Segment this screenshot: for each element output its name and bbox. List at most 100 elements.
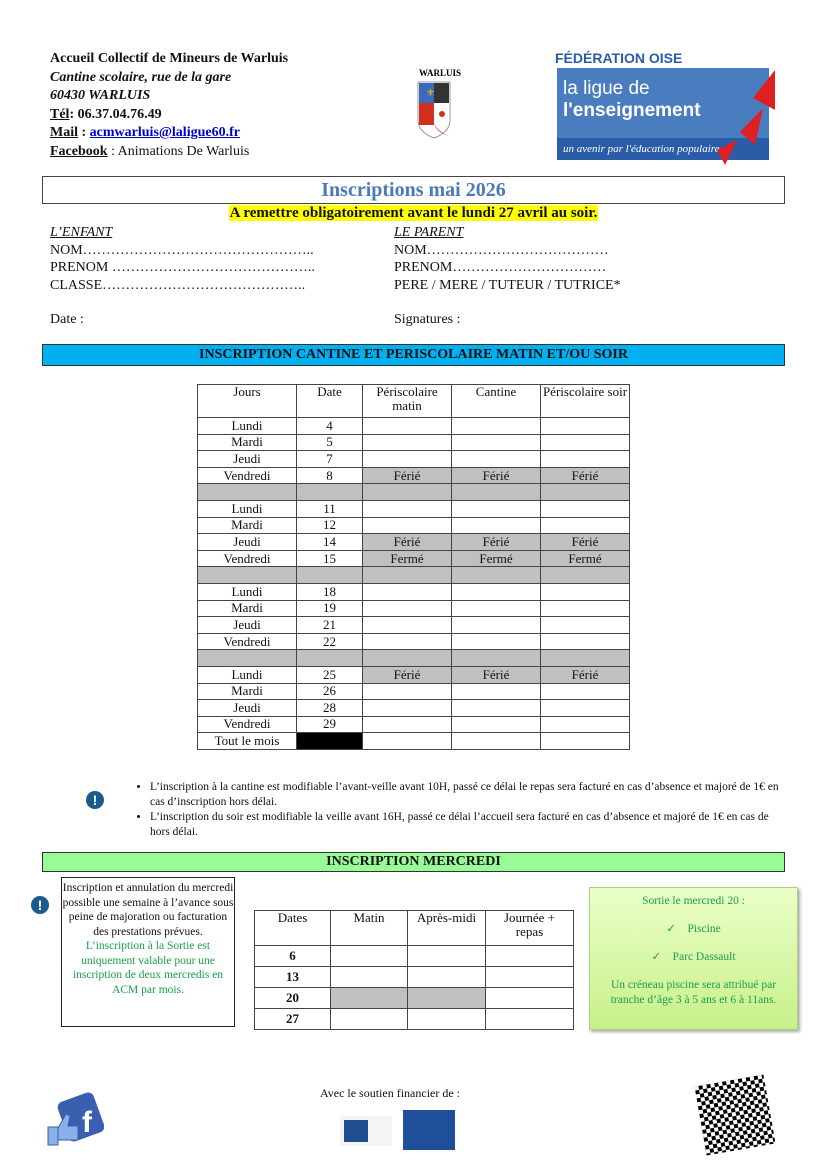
table-row: Lundi 4 (197, 417, 630, 435)
child-heading: L’ENFANT (50, 225, 113, 240)
slot-cell: Férié (540, 665, 630, 684)
header-cell: Cantine (451, 384, 541, 418)
slot-cell[interactable] (451, 699, 541, 717)
slot-cell (330, 987, 408, 1009)
slot-cell[interactable] (330, 966, 408, 988)
slot-cell: Férié (362, 665, 452, 684)
slot-cell[interactable] (362, 732, 452, 750)
date-cell: 6 (254, 945, 331, 967)
table-row: 20 (254, 987, 574, 1009)
table-row: 27 (254, 1008, 574, 1030)
slot-cell[interactable] (362, 616, 452, 634)
notes: L’inscription à la cantine est modifiabl… (128, 780, 788, 840)
deadline-notice: A remettre obligatoirement avant le lund… (228, 205, 599, 221)
slot-cell[interactable] (362, 433, 452, 452)
day-cell: 29 (296, 715, 363, 734)
facebook-value: : Animations De Warluis (107, 143, 250, 159)
signature-field[interactable]: Signatures : (394, 312, 461, 327)
date-cell: 27 (254, 1008, 331, 1030)
slot-cell (407, 987, 486, 1009)
header-cell: Périscolaire soir (540, 384, 630, 418)
slot-cell[interactable] (362, 499, 452, 518)
slot-cell[interactable] (540, 599, 630, 618)
slot-cell[interactable] (540, 632, 630, 651)
day-cell: Vendredi (197, 632, 297, 651)
child-prenom-field[interactable]: PRENOM …………………………………….. (50, 260, 315, 275)
parent-nom-field[interactable]: NOM………………………………… (394, 242, 609, 258)
parent-role-field[interactable]: PERE / MERE / TUTEUR / TUTRICE* (394, 277, 621, 293)
parent-prenom-field[interactable]: PRENOM…………………………… (394, 260, 607, 275)
header-cell: Matin (330, 910, 408, 946)
child-nom-field[interactable]: NOM………………………………………….. (50, 242, 314, 258)
table-row: Mardi 19 (197, 599, 630, 618)
day-cell: 5 (296, 433, 363, 452)
slot-cell[interactable] (451, 417, 541, 435)
slot-cell[interactable] (485, 1008, 574, 1030)
table-row: Lundi 11 (197, 499, 630, 518)
mail-link[interactable]: acmwarluis@laligue60.fr (89, 125, 240, 140)
slot-cell[interactable] (540, 417, 630, 435)
slot-cell[interactable] (451, 682, 541, 701)
slot-cell[interactable] (451, 616, 541, 634)
slot-cell[interactable] (540, 616, 630, 634)
slot-cell[interactable] (407, 1008, 486, 1030)
warluis-crest-logo: WARLUIS ⚜ (405, 62, 475, 142)
sortie-box: Sortie le mercredi 20 : ✓ Piscine ✓ Parc… (589, 887, 798, 1030)
slot-cell[interactable] (362, 599, 452, 618)
slot-cell[interactable] (451, 732, 541, 750)
note-item: L’inscription du soir est modifiable la … (150, 810, 788, 840)
slot-cell[interactable] (407, 945, 486, 967)
slot-cell[interactable] (540, 715, 630, 734)
slot-cell[interactable] (362, 682, 452, 701)
slot-cell[interactable] (485, 945, 574, 967)
slot-cell[interactable] (362, 699, 452, 717)
slot-cell[interactable] (451, 433, 541, 452)
svg-text:WARLUIS: WARLUIS (419, 68, 461, 78)
slot-cell[interactable] (451, 599, 541, 618)
slot-cell[interactable] (451, 632, 541, 651)
parent-heading: LE PARENT (394, 225, 464, 240)
slot-cell[interactable] (330, 945, 408, 967)
slot-cell[interactable] (485, 987, 574, 1009)
slot-cell[interactable] (451, 715, 541, 734)
week-separator-row (197, 649, 630, 667)
address-line: Cantine scolaire, rue de la gare (50, 69, 232, 85)
slot-cell[interactable] (540, 699, 630, 717)
day-cell: Tout le mois (197, 732, 297, 750)
slot-cell[interactable] (362, 582, 452, 601)
day-cell: 15 (296, 549, 363, 568)
table-row: Jeudi 14 Férié Férié Férié (197, 533, 630, 551)
slot-cell[interactable] (540, 582, 630, 601)
slot-cell[interactable] (540, 499, 630, 518)
day-cell: Jeudi (197, 450, 297, 468)
slot-cell[interactable] (362, 417, 452, 435)
slot-cell[interactable] (540, 682, 630, 701)
day-cell: Lundi (197, 665, 297, 684)
slot-cell[interactable] (362, 715, 452, 734)
slot-cell[interactable] (540, 450, 630, 468)
day-cell: Lundi (197, 499, 297, 518)
svg-text:⚜: ⚜ (426, 88, 435, 99)
slot-cell[interactable] (362, 516, 452, 535)
slot-cell[interactable] (540, 732, 630, 750)
slot-cell[interactable] (330, 1008, 408, 1030)
date-field[interactable]: Date : (50, 312, 84, 327)
slot-cell[interactable] (451, 582, 541, 601)
facebook-like-icon[interactable]: f (44, 1092, 105, 1147)
header-cell: Après-midi (407, 910, 486, 946)
child-classe-field[interactable]: CLASSE…………………………………….. (50, 277, 306, 293)
table-row: 13 (254, 966, 574, 988)
slot-cell[interactable] (540, 433, 630, 452)
slot-cell[interactable] (451, 516, 541, 535)
slot-cell[interactable] (485, 966, 574, 988)
slot-cell[interactable] (451, 499, 541, 518)
slot-cell[interactable] (407, 966, 486, 988)
mercredi-table: Dates Matin Après-midi Journée + repas 6 13 20… (254, 910, 574, 1030)
slot-cell[interactable] (362, 450, 452, 468)
slot-cell[interactable] (451, 450, 541, 468)
slot-cell[interactable] (540, 516, 630, 535)
slot-cell[interactable] (362, 632, 452, 651)
day-cell: Jeudi (197, 699, 297, 717)
qr-code[interactable] (694, 1074, 776, 1156)
